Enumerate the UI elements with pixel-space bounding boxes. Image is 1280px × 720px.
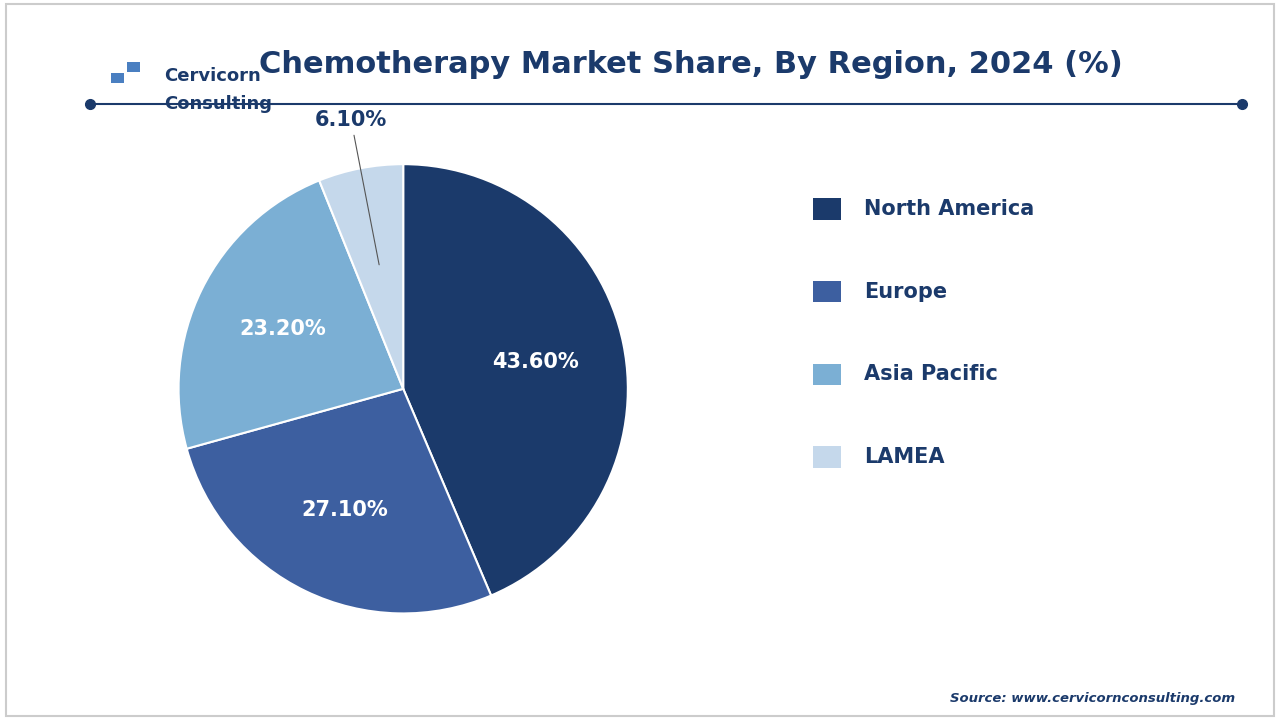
Text: Asia Pacific: Asia Pacific xyxy=(864,364,998,384)
Text: Source: www.cervicornconsulting.com: Source: www.cervicornconsulting.com xyxy=(950,692,1235,705)
Wedge shape xyxy=(179,181,403,449)
Bar xyxy=(127,73,140,83)
Text: Europe: Europe xyxy=(864,282,947,302)
Text: 27.10%: 27.10% xyxy=(301,500,388,521)
Text: North America: North America xyxy=(864,199,1034,219)
Text: Cervicorn: Cervicorn xyxy=(164,67,261,85)
Text: Chemotherapy Market Share, By Region, 2024 (%): Chemotherapy Market Share, By Region, 20… xyxy=(260,50,1123,79)
Text: Consulting: Consulting xyxy=(164,95,271,113)
Wedge shape xyxy=(403,164,627,595)
Bar xyxy=(127,62,140,71)
Bar xyxy=(111,62,124,71)
Polygon shape xyxy=(28,50,108,115)
Wedge shape xyxy=(319,164,403,389)
Text: 43.60%: 43.60% xyxy=(492,352,579,372)
Bar xyxy=(111,73,124,83)
Text: 6.10%: 6.10% xyxy=(315,109,387,265)
Wedge shape xyxy=(187,389,492,613)
Text: LAMEA: LAMEA xyxy=(864,447,945,467)
Text: 23.20%: 23.20% xyxy=(239,319,325,339)
